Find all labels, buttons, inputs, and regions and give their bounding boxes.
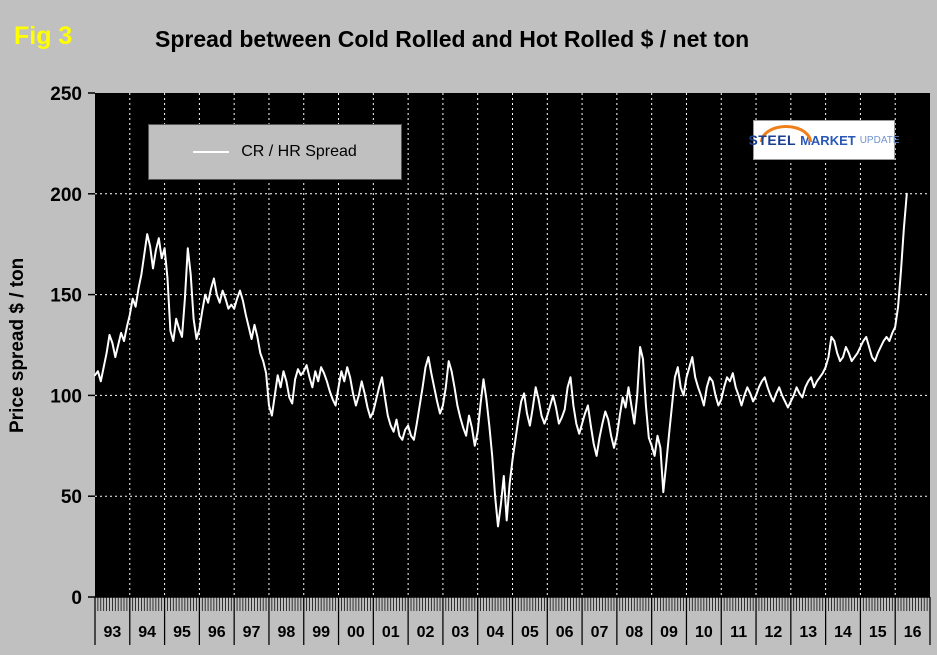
x-tick-label: 08 [625,624,643,641]
chart-legend: CR / HR Spread [148,124,402,180]
x-tick-label: 07 [591,624,609,641]
x-tick-label: 94 [138,624,156,641]
x-tick-label: 16 [904,624,922,641]
x-tick-label: 97 [243,624,261,641]
x-tick-label: 05 [521,624,539,641]
logo-word-update: UPDATE [859,134,900,146]
y-tick-label: 150 [50,286,82,307]
series-line-cr-hr-spread [94,192,908,528]
steel-market-update-logo: STEEL MARKET UPDATE [748,120,900,160]
figure-number-label: Fig 3 [14,22,73,50]
y-tick-label: 200 [50,185,82,206]
x-tick-label: 12 [765,624,783,641]
x-tick-label: 93 [103,624,121,641]
x-tick-label: 02 [417,624,435,641]
x-tick-label: 96 [208,624,226,641]
x-tick-label: 11 [730,624,747,641]
y-tick-label: 250 [50,84,82,105]
x-tick-label: 15 [869,624,887,641]
x-tick-label: 00 [347,624,365,641]
x-tick-label: 14 [834,624,852,641]
x-tick-label: 09 [660,624,678,641]
x-tick-label: 98 [277,624,295,641]
x-tick-label: 99 [312,624,330,641]
page-title: Spread between Cold Rolled and Hot Rolle… [155,26,750,52]
x-tick-label: 03 [451,624,469,641]
legend-line-sample-icon [193,151,230,153]
x-tick-label: 01 [382,624,400,641]
x-tick-label: 13 [799,624,817,641]
y-tick-label: 0 [71,588,82,609]
x-tick-label: 04 [486,624,504,641]
x-tick-label: 06 [556,624,574,641]
y-tick-label: 50 [61,487,82,508]
legend-label: CR / HR Spread [241,143,357,160]
x-tick-label: 10 [695,624,713,641]
logo-word-steel: STEEL [748,132,797,148]
logo-word-market: MARKET [800,132,856,148]
x-tick-label: 95 [173,624,191,641]
y-tick-label: 100 [50,386,82,407]
